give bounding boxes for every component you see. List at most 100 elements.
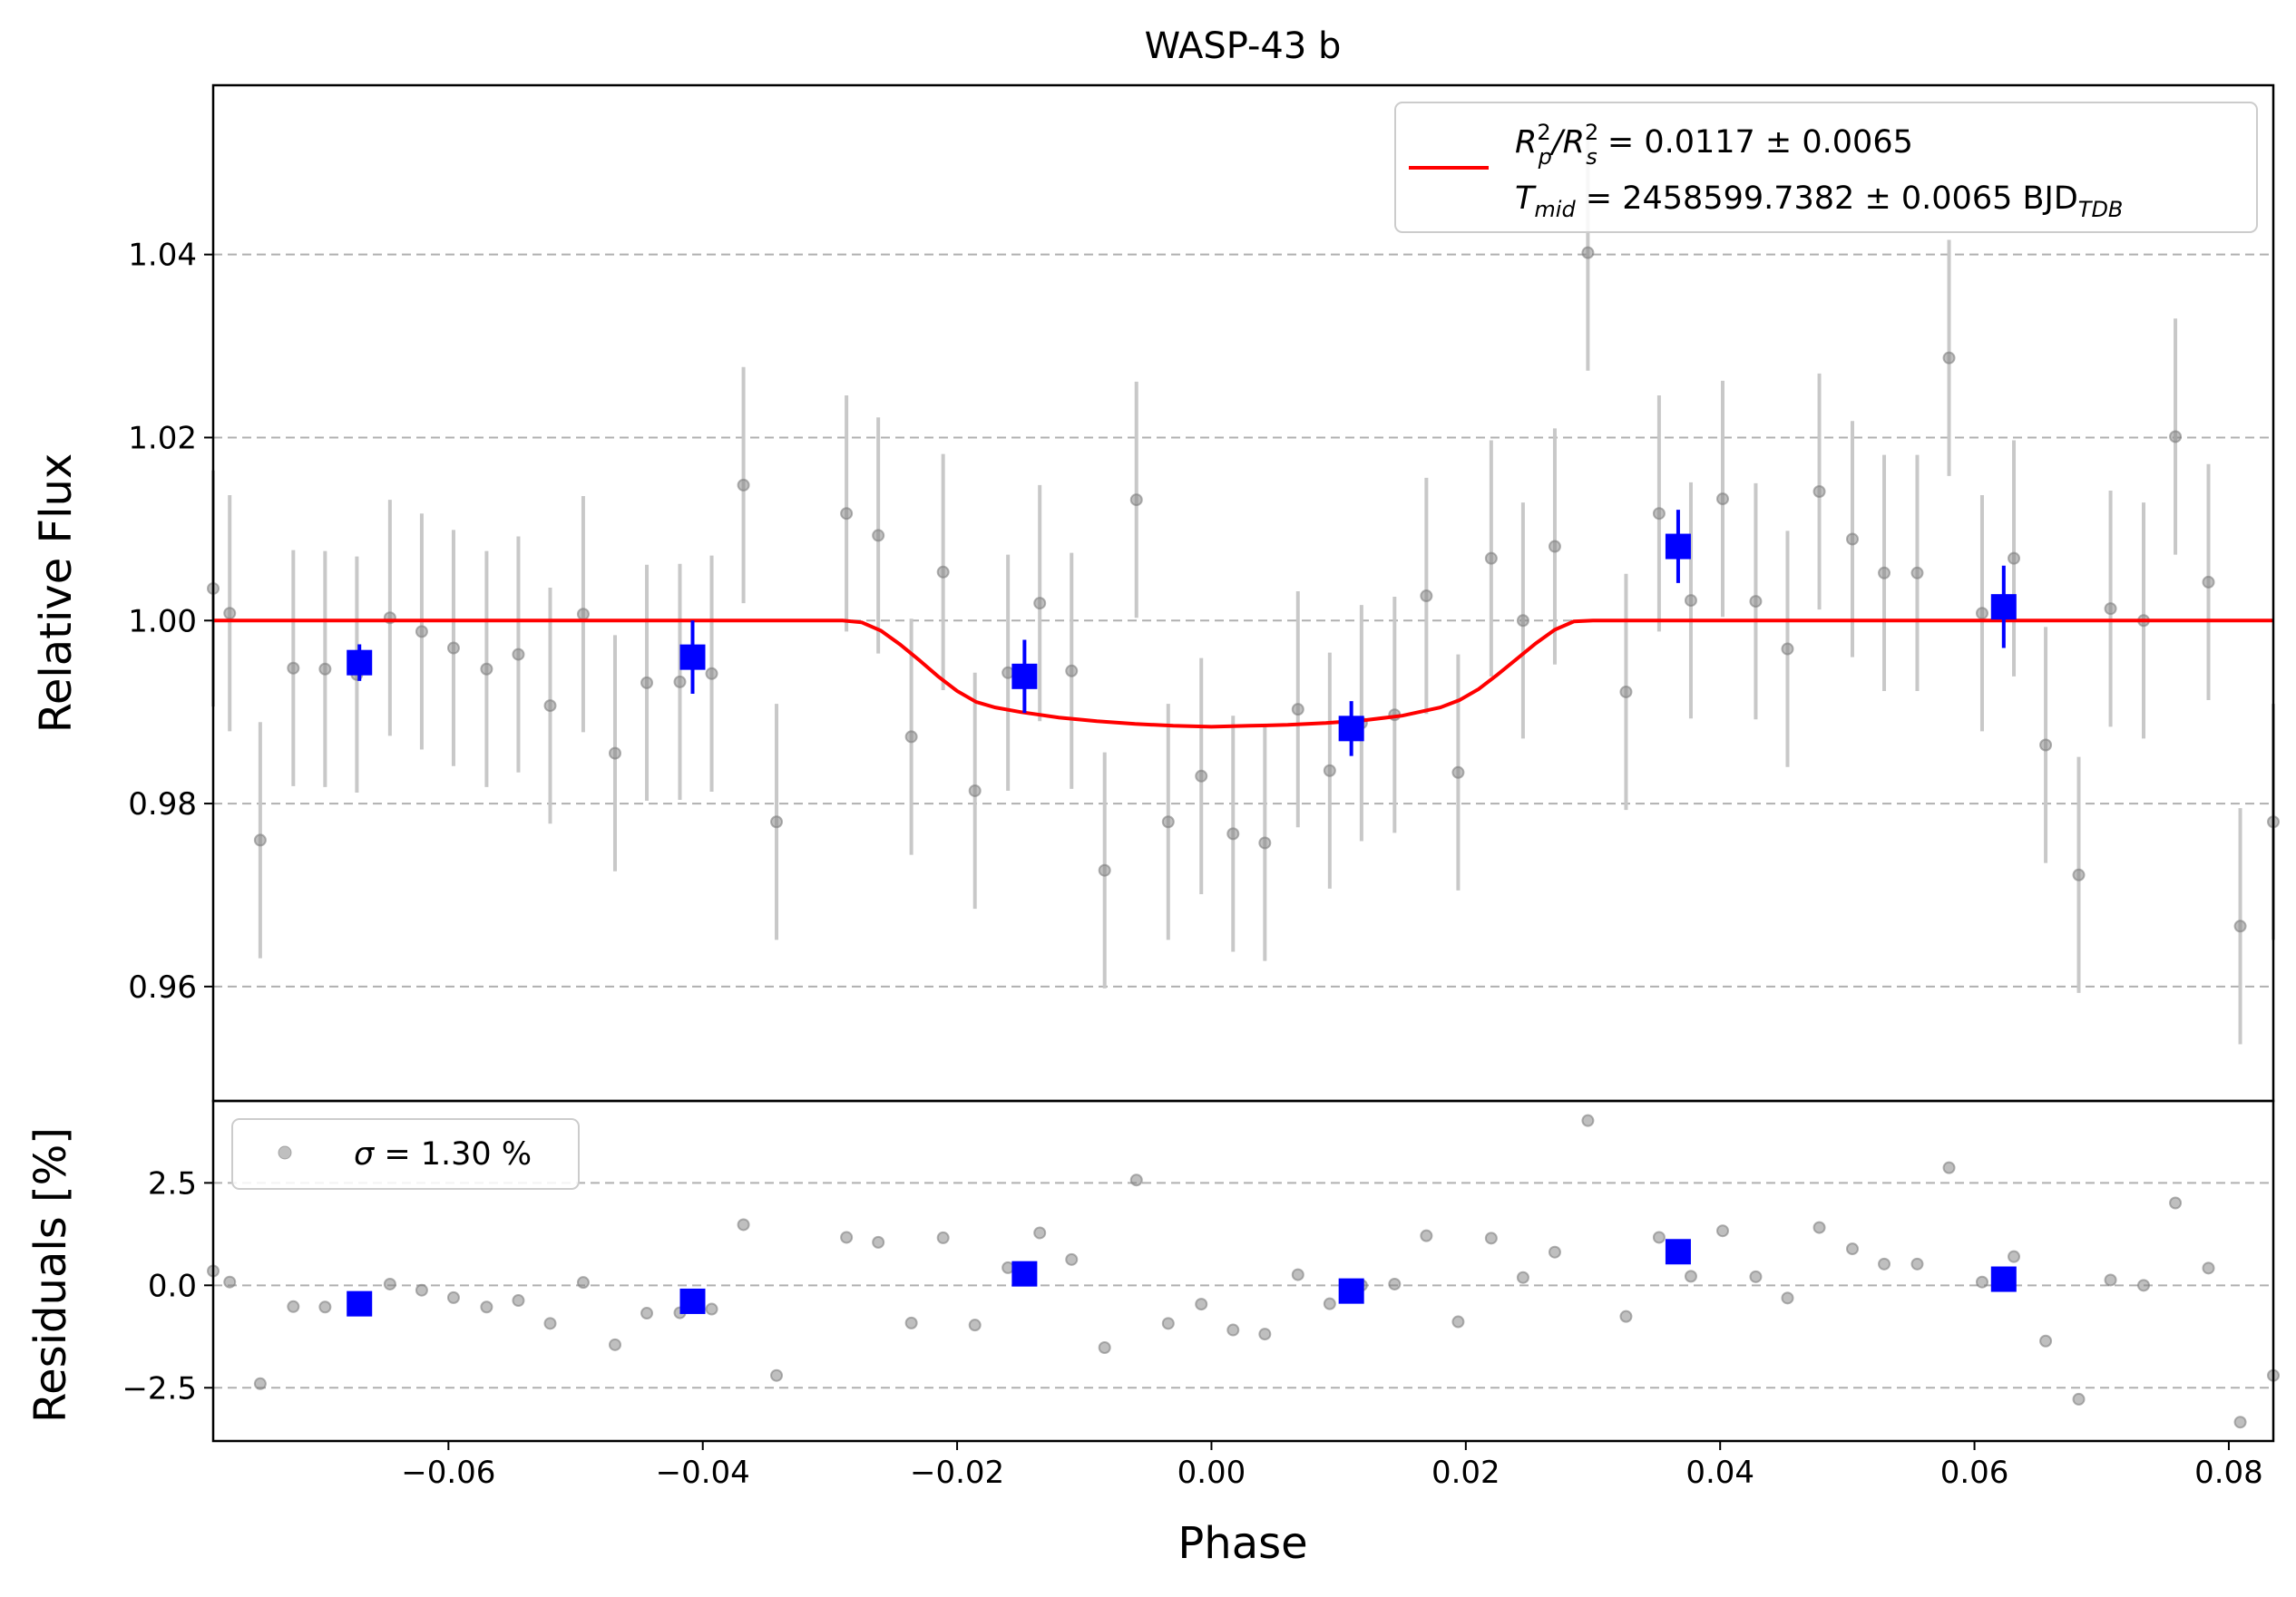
data-point (318, 662, 332, 676)
x-tick-label: 0.04 (1685, 1455, 1754, 1491)
residual-point (2039, 1334, 2053, 1348)
main-y-ticks: 0.96 0.98 1.00 1.02 1.04 (128, 238, 213, 1006)
data-point (936, 565, 950, 579)
residual-point (446, 1290, 460, 1304)
data-point (1065, 664, 1079, 677)
data-point (673, 675, 687, 688)
residual-point (543, 1317, 557, 1330)
residual-point (2008, 1250, 2021, 1263)
residual-point (1388, 1277, 1402, 1290)
binned-point (679, 644, 706, 670)
data-point (2039, 738, 2053, 752)
main-legend: R2 p/R2 s = 0.0117 ± 0.0065 Tmid = 2458599… (1394, 102, 2258, 233)
data-point (1812, 485, 1826, 498)
data-point (253, 833, 267, 847)
residual-point (2104, 1273, 2117, 1287)
residual-point (2169, 1196, 2183, 1210)
residual-point (1226, 1323, 1240, 1337)
residual-binned-point (679, 1288, 706, 1314)
data-point (1484, 551, 1498, 565)
data-point (287, 661, 300, 675)
residuals-legend-marker (278, 1145, 292, 1160)
data-point (968, 784, 982, 797)
residual-binned-point (347, 1290, 373, 1317)
data-point (2008, 551, 2021, 565)
data-point (2072, 868, 2086, 881)
data-point (1291, 703, 1304, 716)
residuals-y-axis-title: Residuals [%] (25, 1127, 76, 1423)
residual-point (2202, 1261, 2215, 1275)
chart-title: WASP-43 b (1145, 25, 1342, 67)
data-point (2169, 430, 2183, 443)
data-point (770, 815, 784, 829)
residual-point (1420, 1229, 1433, 1242)
residual-point (1323, 1297, 1336, 1310)
residual-point (253, 1377, 267, 1390)
data-point (1942, 351, 1956, 365)
binned-point (1338, 716, 1364, 742)
residual-binned-point (1338, 1278, 1364, 1304)
data-point (543, 699, 557, 713)
residual-point (1652, 1231, 1666, 1244)
data-point (2104, 602, 2117, 616)
residual-point (2233, 1416, 2247, 1429)
data-point (415, 625, 428, 638)
data-point (1195, 769, 1208, 783)
x-tick-label: 0.08 (2194, 1455, 2263, 1491)
residual-point (1715, 1224, 1729, 1238)
main-y-tick-label: 1.02 (128, 420, 197, 456)
residual-point (1291, 1268, 1304, 1281)
x-tick-label: 0.00 (1177, 1455, 1246, 1491)
main-y-tick-label: 1.00 (128, 603, 197, 639)
data-point (1652, 507, 1666, 521)
residual-point (318, 1300, 332, 1314)
residual-point (1451, 1315, 1465, 1329)
data-point (1845, 532, 1859, 546)
residual-point (737, 1218, 750, 1232)
residual-point (640, 1307, 654, 1320)
residual-point (1812, 1221, 1826, 1234)
data-point (512, 648, 525, 661)
data-point (223, 607, 237, 620)
data-point (480, 662, 493, 676)
data-point (1910, 566, 1924, 579)
residual-point (608, 1338, 621, 1351)
x-axis-title: Phase (1177, 1518, 1307, 1569)
residual-point (1548, 1245, 1561, 1259)
residuals-axes-frame (211, 1099, 2275, 1443)
data-point (840, 507, 854, 521)
residual-point (223, 1275, 237, 1289)
residual-point (1749, 1270, 1763, 1283)
residual-point (1484, 1232, 1498, 1245)
residual-point (872, 1235, 885, 1249)
residual-point (1195, 1298, 1208, 1311)
residual-point (1684, 1270, 1697, 1283)
residual-point (1781, 1291, 1794, 1305)
residual-point (2137, 1279, 2151, 1292)
data-point (705, 667, 718, 680)
data-point (1749, 595, 1763, 609)
data-point (2233, 920, 2247, 933)
residual-point (1033, 1226, 1047, 1240)
residual-point (1161, 1317, 1175, 1330)
data-point (1781, 642, 1794, 656)
binned-point (1011, 663, 1038, 689)
data-point (904, 730, 918, 744)
main-y-tick-label: 0.96 (128, 969, 197, 1006)
x-tick-label: −0.02 (910, 1455, 1004, 1491)
residual-point (480, 1300, 493, 1314)
residual-point (287, 1300, 300, 1313)
residual-point (1878, 1257, 1891, 1271)
data-point (1098, 863, 1111, 877)
residual-point (1001, 1261, 1015, 1274)
data-point (608, 746, 621, 760)
residual-point (1845, 1242, 1859, 1256)
main-panel: 0.96 0.98 1.00 1.02 1.04 R2 p/R2 s = 0.0117 ± … (31, 83, 2280, 1103)
data-point (1420, 589, 1433, 603)
transit-model-line (213, 618, 2273, 729)
data-point (640, 676, 654, 689)
legend-entry-radius-ratio: R2 p/R2 s = 0.0117 ± 0.0065 (1515, 120, 1913, 170)
main-y-axis-title: Relative Flux (31, 453, 82, 734)
residuals-legend: σ = 1.30 % (231, 1118, 580, 1190)
